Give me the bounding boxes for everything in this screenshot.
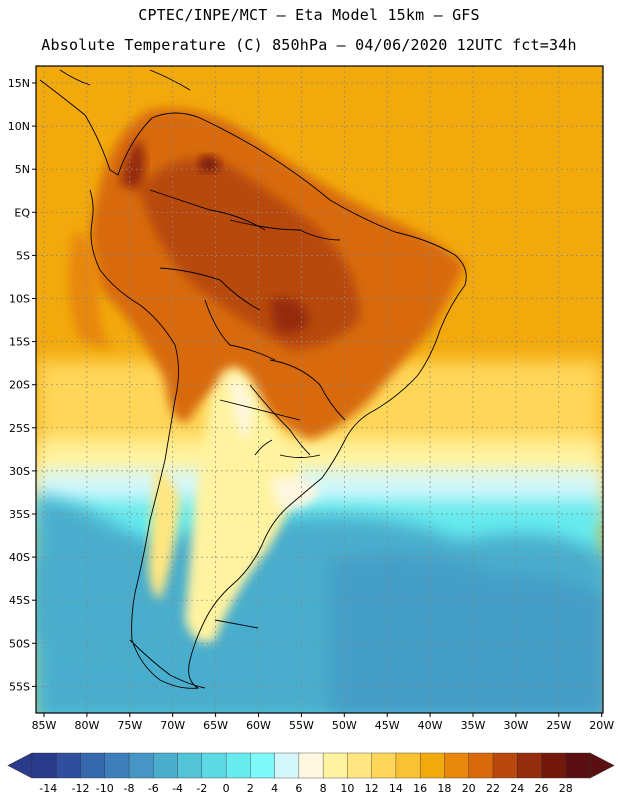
lon-tick-label: 80W	[74, 719, 99, 732]
chart-title-line-2: Absolute Temperature (C) 850hPa – 04/06/…	[41, 36, 577, 54]
colorbar-tick-label: 16	[413, 782, 427, 795]
colorbar-swatch	[371, 752, 397, 779]
colorbar-tick-label: 4	[271, 782, 278, 795]
lon-tick-label: 55W	[289, 719, 314, 732]
colorbar-tick-label: 22	[486, 782, 500, 795]
lat-tick-label: 35S	[9, 508, 30, 521]
lon-tick-label: 35W	[461, 719, 486, 732]
temperature-field	[36, 66, 603, 713]
colorbar-swatch	[565, 752, 591, 779]
lat-tick-label: 40S	[9, 551, 30, 564]
lat-tick-label: 30S	[9, 465, 30, 478]
colorbar-tick-label: 12	[365, 782, 379, 795]
colorbar-tick-label: 10	[340, 782, 354, 795]
colorbar-swatch	[128, 752, 154, 779]
colorbar-tick-label: 14	[389, 782, 403, 795]
colorbar-tick-label: 6	[295, 782, 302, 795]
latitude-labels: 15N 10N 5N EQ 5S 10S 15S 20S 25S 30S 35S 40S 45S 50S 5…	[8, 77, 36, 693]
lat-tick-label: 50S	[9, 637, 30, 650]
lat-tick-label: 15S	[9, 336, 30, 349]
lat-tick-label: 5S	[16, 249, 30, 262]
lat-tick-label: 10S	[9, 293, 30, 306]
colorbar-swatch	[31, 752, 57, 779]
colorbar-swatch	[80, 752, 106, 779]
colorbar-tick-label: -10	[96, 782, 114, 795]
colorbar-tick-label: 20	[462, 782, 476, 795]
lat-tick-label: EQ	[14, 206, 30, 219]
colorbar-low-arrow	[7, 752, 33, 779]
colorbar-tick-label: 8	[320, 782, 327, 795]
colorbar-tick-label: 2	[247, 782, 254, 795]
colorbar-swatch	[347, 752, 373, 779]
colorbar-tick-label: 0	[223, 782, 230, 795]
longitude-labels: 85W 80W 75W 70W 65W 60W 55W 50W 45W 40W 35W 30W 25W 2…	[32, 713, 614, 732]
lon-tick-label: 30W	[503, 719, 528, 732]
lat-tick-label: 10N	[8, 120, 30, 133]
colorbar-swatch	[419, 752, 446, 779]
colorbar-high-arrow	[589, 752, 615, 779]
lat-tick-label: 20S	[9, 379, 30, 392]
lat-tick-label: 15N	[8, 77, 30, 90]
colorbar-swatch	[153, 752, 179, 779]
colorbar-swatch	[468, 752, 494, 779]
lat-tick-label: 5N	[15, 163, 30, 176]
colorbar-swatch	[298, 752, 324, 779]
colorbar-swatch	[177, 752, 203, 779]
lon-tick-label: 20W	[589, 719, 614, 732]
colorbar-tick-label: 28	[559, 782, 573, 795]
colorbar-swatch	[541, 752, 567, 779]
colorbar-tick-label: 26	[534, 782, 548, 795]
lon-tick-label: 50W	[332, 719, 357, 732]
colorbar-swatch	[56, 752, 82, 779]
lon-tick-label: 85W	[32, 719, 57, 732]
colorbar-tick-label: -2	[196, 782, 207, 795]
colorbar-tick-label: 24	[510, 782, 524, 795]
colorbar-tick-label: -14	[39, 782, 57, 795]
colorbar-tick-label: -8	[124, 782, 135, 795]
colorbar-swatch	[517, 752, 543, 779]
colorbar-swatch	[395, 752, 421, 779]
lon-tick-label: 70W	[160, 719, 185, 732]
colorbar-swatch	[225, 752, 251, 779]
colorbar-swatch	[104, 752, 130, 779]
coastline	[39, 69, 467, 689]
lon-tick-label: 75W	[117, 719, 142, 732]
colorbar-swatch	[274, 752, 300, 779]
colorbar-swatch	[201, 752, 227, 779]
chart-title-line-1: CPTEC/INPE/MCT – Eta Model 15km – GFS	[138, 6, 480, 24]
lon-tick-label: 25W	[546, 719, 571, 732]
lat-tick-label: 55S	[9, 680, 30, 693]
lon-tick-label: 65W	[203, 719, 228, 732]
lon-tick-label: 40W	[418, 719, 443, 732]
colorbar-tick-label: 18	[437, 782, 451, 795]
lon-tick-label: 60W	[246, 719, 271, 732]
colorbar-swatch	[250, 752, 276, 779]
colorbar-tick-label: -4	[172, 782, 183, 795]
colorbar-tick-label: -6	[148, 782, 159, 795]
lon-tick-label: 45W	[375, 719, 400, 732]
colorbar-swatch	[444, 752, 470, 779]
map-frame	[35, 65, 604, 714]
colorbar-tick-label: -12	[72, 782, 90, 795]
lat-tick-label: 45S	[9, 594, 30, 607]
colorbar-swatch	[492, 752, 518, 779]
colorbar-swatch	[322, 752, 348, 779]
lat-tick-label: 25S	[9, 422, 30, 435]
